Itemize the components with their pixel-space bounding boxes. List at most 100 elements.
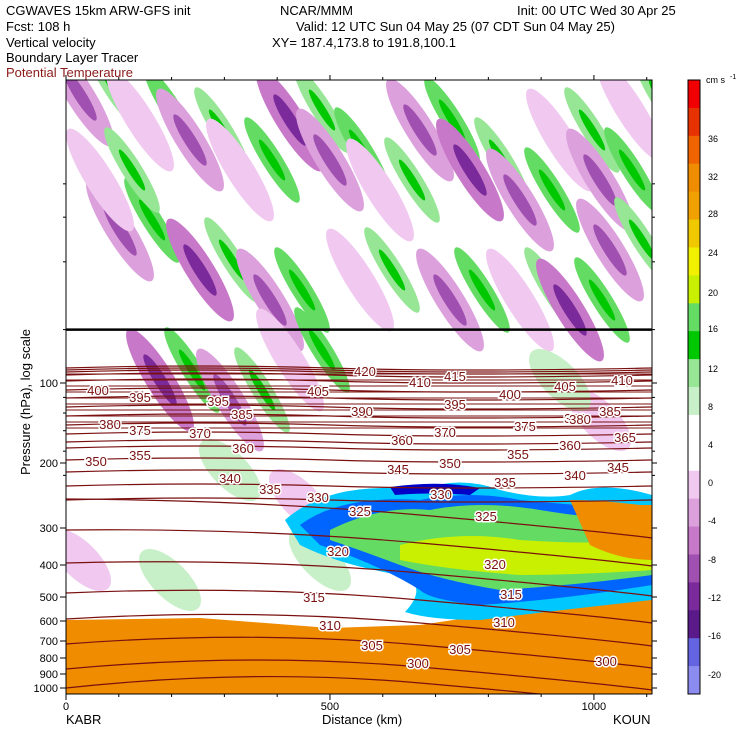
isentrope-label: 385 — [599, 404, 621, 419]
colorbar-bin — [688, 275, 700, 304]
isentrope-label: 410 — [409, 375, 431, 390]
colorbar-unit: cm s — [706, 75, 725, 85]
w-updraft-core — [628, 219, 652, 261]
isentrope-label: 380 — [569, 412, 591, 427]
isentrope-label: 325 — [349, 504, 371, 519]
y-tick-label: 200 — [40, 458, 58, 470]
colorbar-bin — [688, 303, 700, 332]
w-downdraft-core — [553, 284, 587, 336]
isentrope-label: 305 — [449, 642, 471, 657]
endpoint-right-label: KOUN — [613, 712, 651, 727]
w-downdraft-core — [583, 154, 617, 206]
endpoint-left-label: KABR — [66, 712, 101, 727]
w-downdraft-core — [66, 80, 97, 121]
isentrope-355 — [66, 457, 652, 463]
isentrope-375 — [66, 422, 652, 428]
isentrope-label: 410 — [611, 373, 633, 388]
x-tick-label: 0 — [63, 701, 69, 713]
y-axis-label: Pressure (hPa), log scale — [18, 329, 33, 475]
isentrope-label: 335 — [494, 475, 516, 490]
isentrope-405 — [66, 372, 652, 378]
w-updraft-core — [438, 99, 466, 141]
colorbar: 36 32 28 24 20 16 12 8 4 0 -4 -8 -12 -16 -20 — [687, 79, 721, 695]
isentrope-label: 345 — [607, 460, 629, 475]
w-lower-cell — [138, 548, 202, 612]
colorbar-label: 12 — [708, 364, 718, 374]
colorbar-unit-exponent: -1 — [730, 74, 736, 81]
w-downdraft-core — [403, 104, 437, 156]
y-tick-label: 300 — [40, 523, 58, 535]
isentrope-label: 320 — [484, 557, 506, 572]
w-downdraft-core — [433, 274, 467, 326]
tracer-boundary-layer — [66, 580, 652, 694]
colorbar-bin — [688, 331, 700, 360]
isentrope-label: 335 — [259, 482, 281, 497]
isentrope-label: 360 — [559, 438, 581, 453]
forecast-hour: Fcst: 108 h — [6, 19, 70, 34]
w-downdraft-core — [253, 274, 287, 326]
colorbar-bin — [688, 359, 700, 388]
x-axis-label: Distance (km) — [322, 712, 402, 727]
isentrope-label: 355 — [129, 448, 151, 463]
w-downdraft — [106, 80, 174, 172]
y-tick-label: 600 — [40, 616, 58, 628]
w-updraft-core — [588, 279, 616, 321]
colorbar-frame — [687, 79, 701, 695]
y-tick-label: 100 — [40, 378, 58, 390]
isentrope-label: 380 — [99, 417, 121, 432]
colorbar-bin — [688, 666, 700, 695]
isentrope-335 — [66, 498, 652, 539]
isentrope-label: 355 — [507, 447, 529, 462]
colorbar-label: 16 — [708, 324, 718, 334]
isentrope-label: 400 — [499, 387, 521, 402]
isentrope-350 — [66, 469, 652, 475]
w-updraft-core — [138, 199, 166, 241]
w-updraft-core — [378, 249, 406, 291]
isentrope-label: 340 — [564, 468, 586, 483]
colorbar-bin — [688, 638, 700, 667]
w-downdraft — [486, 248, 554, 352]
isentrope-label: 300 — [595, 654, 617, 669]
isentrope-label: 375 — [129, 423, 151, 438]
isentrope-400 — [66, 378, 652, 384]
isentrope-label: 320 — [327, 544, 349, 559]
w-downdraft — [596, 80, 652, 162]
colorbar-bin — [688, 135, 700, 165]
isentrope-label: 315 — [303, 590, 325, 605]
colorbar-label: 20 — [708, 288, 718, 298]
colorbar-bin — [688, 470, 700, 500]
isentrope-label: 365 — [614, 430, 636, 445]
isentrope-label: 375 — [514, 419, 536, 434]
colorbar-label: 4 — [708, 440, 713, 450]
isentrope-label: 325 — [475, 509, 497, 524]
isentrope-label: 370 — [434, 425, 456, 440]
isentrope-420 — [66, 365, 652, 371]
isentrope-label: 395 — [129, 390, 151, 405]
w-downdraft-core — [213, 374, 247, 426]
isentrope-label: 310 — [493, 615, 515, 630]
w-downdraft-core — [593, 224, 627, 276]
y-tick-label: 1000 — [34, 683, 58, 695]
y-tick-label: 700 — [40, 636, 58, 648]
isentrope-label: 370 — [189, 426, 211, 441]
isentrope-label: 315 — [500, 587, 522, 602]
w-downdraft-core — [503, 174, 537, 226]
colorbar-label: 28 — [708, 209, 718, 219]
w-updraft-core — [288, 269, 316, 311]
init-time: Init: 00 UTC Wed 30 Apr 25 — [517, 3, 676, 18]
isentrope-label: 350 — [85, 454, 107, 469]
colorbar-bin — [688, 442, 700, 472]
w-downdraft-core — [313, 134, 347, 186]
x-axis: 0 500 1000 — [63, 75, 648, 713]
isentrope-315 — [66, 613, 652, 647]
colorbar-bin — [688, 498, 700, 528]
valid-time: Valid: 12 UTC Sun 04 May 25 (07 CDT Sun … — [296, 19, 615, 34]
colorbar-label: 32 — [708, 172, 718, 182]
w-downdraft-core — [453, 144, 487, 196]
w-downdraft-core — [273, 94, 307, 146]
w-downdraft-core — [183, 244, 217, 296]
colorbar-bin — [688, 247, 700, 276]
w-downdraft — [346, 138, 414, 242]
